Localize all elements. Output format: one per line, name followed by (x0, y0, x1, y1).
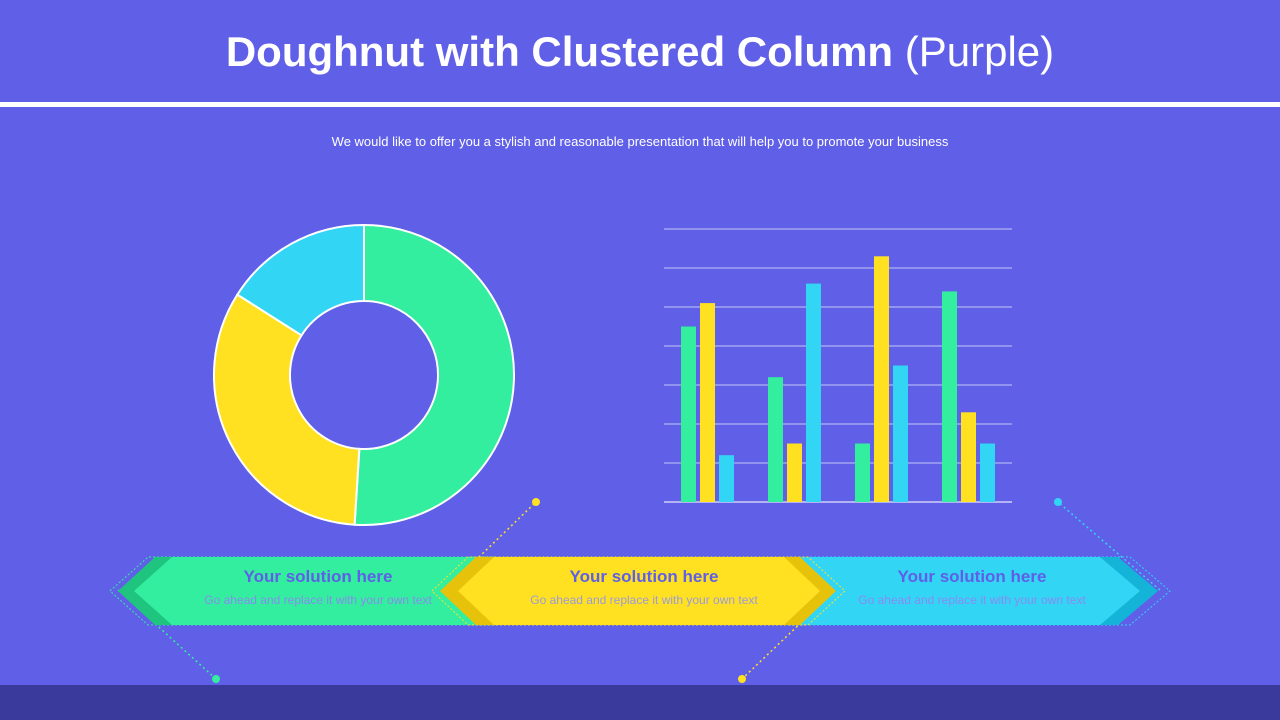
banner-cyan-text: Your solution here Go ahead and replace … (822, 567, 1122, 607)
connector-dot-mid-bottom (738, 675, 746, 683)
bar-2-series-3 (806, 283, 821, 502)
connector-dot-right (1054, 498, 1062, 506)
banner-green-heading: Your solution here (243, 567, 393, 586)
bar-1-series-2 (700, 303, 715, 502)
bar-4-series-1 (942, 291, 957, 502)
title-bold: Doughnut with Clustered Column (225, 28, 894, 75)
title-divider (0, 102, 1280, 107)
bar-3-series-3 (893, 365, 908, 502)
bar-3-series-1 (855, 443, 870, 502)
banner-yellow (431, 556, 846, 626)
doughnut-chart (213, 223, 515, 526)
bar-1-series-1 (681, 326, 696, 502)
banner-green (109, 556, 496, 626)
connector-left (117, 589, 217, 680)
title-light: (Purple) (904, 28, 1055, 75)
connector-dot-left (212, 675, 220, 683)
banner-cyan-heading: Your solution here (897, 567, 1047, 586)
doughnut-slice-yellow (213, 293, 361, 526)
page-title: Doughnut with Clustered Column (Purple) (0, 28, 1280, 76)
bar-4-series-3 (980, 443, 995, 502)
bar-3-series-2 (874, 256, 889, 502)
banner-green-text: Your solution here Go ahead and replace … (168, 567, 468, 607)
doughnut-slice-green (353, 223, 515, 526)
bar-2-series-1 (768, 377, 783, 502)
bar-1-series-3 (719, 455, 734, 502)
bar-2-series-2 (787, 443, 802, 502)
banner-yellow-body: Go ahead and replace it with your own te… (530, 593, 758, 607)
banner-cyan-body: Go ahead and replace it with your own te… (858, 593, 1086, 607)
footer-bar (0, 685, 1280, 720)
connector-dot-mid-top (532, 498, 540, 506)
banner-yellow-heading: Your solution here (569, 567, 719, 586)
bar-4-series-2 (961, 412, 976, 502)
subtitle: We would like to offer you a stylish and… (331, 134, 949, 149)
banner-green-body: Go ahead and replace it with your own te… (204, 593, 432, 607)
clustered-column-chart (664, 228, 1012, 503)
banner-cyan (789, 556, 1171, 626)
banner-yellow-text: Your solution here Go ahead and replace … (494, 567, 794, 607)
doughnut-slice-cyan (235, 223, 365, 337)
